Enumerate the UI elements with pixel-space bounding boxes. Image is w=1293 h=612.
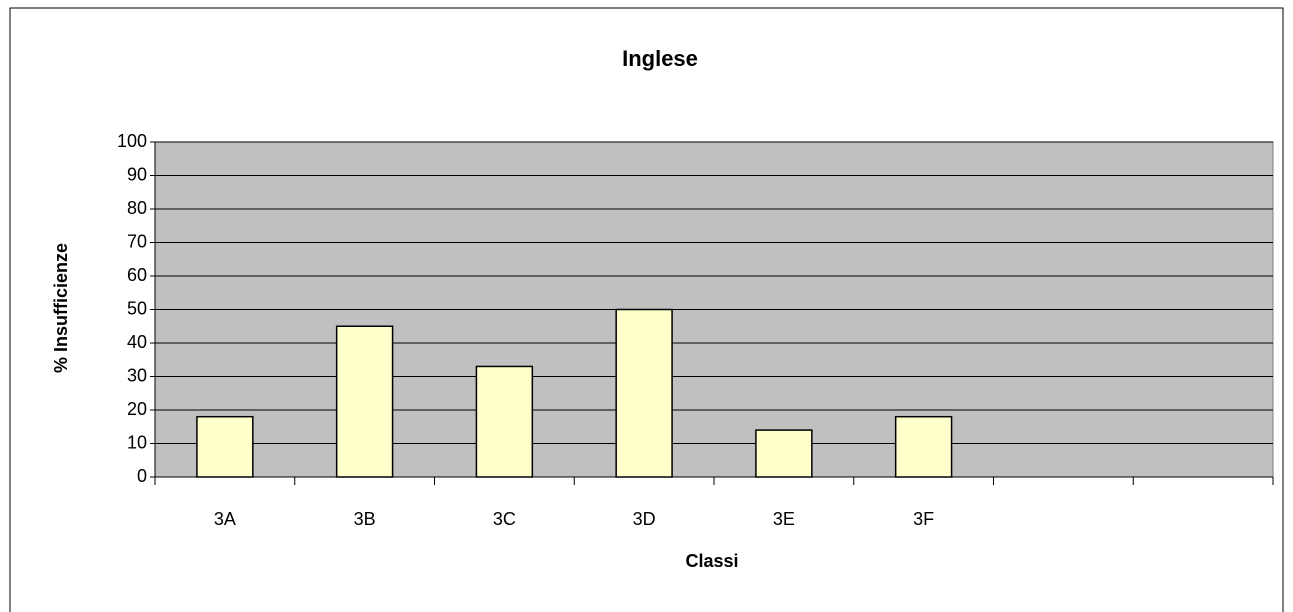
bar (196, 415, 254, 478)
bar (894, 415, 953, 478)
bar (335, 325, 394, 478)
y-tick-label: 70 (127, 231, 147, 251)
y-tick-label: 20 (127, 399, 147, 419)
bar (475, 365, 534, 478)
x-tick-label: 3E (773, 509, 795, 529)
x-tick-label: 3C (493, 509, 516, 529)
y-tick-label: 0 (137, 466, 147, 486)
y-tick-label: 10 (127, 432, 147, 452)
bar (615, 308, 673, 478)
chart-title: Inglese (622, 46, 698, 71)
chart-border (9, 7, 1284, 612)
y-tick-label: 60 (127, 265, 147, 285)
y-tick-label: 80 (127, 198, 147, 218)
y-tick-label: 50 (127, 298, 147, 318)
x-tick-label: 3B (354, 509, 376, 529)
x-tick-label: 3D (633, 509, 656, 529)
bar (755, 429, 813, 478)
x-tick-label: 3A (214, 509, 236, 529)
x-tick-label: 3F (913, 509, 934, 529)
y-tick-label: 30 (127, 365, 147, 385)
y-axis-label: % Insufficienze (51, 243, 71, 373)
x-axis-label: Classi (685, 551, 738, 571)
y-tick-label: 100 (117, 131, 147, 151)
y-tick-label: 40 (127, 332, 147, 352)
y-tick-label: 90 (127, 164, 147, 184)
